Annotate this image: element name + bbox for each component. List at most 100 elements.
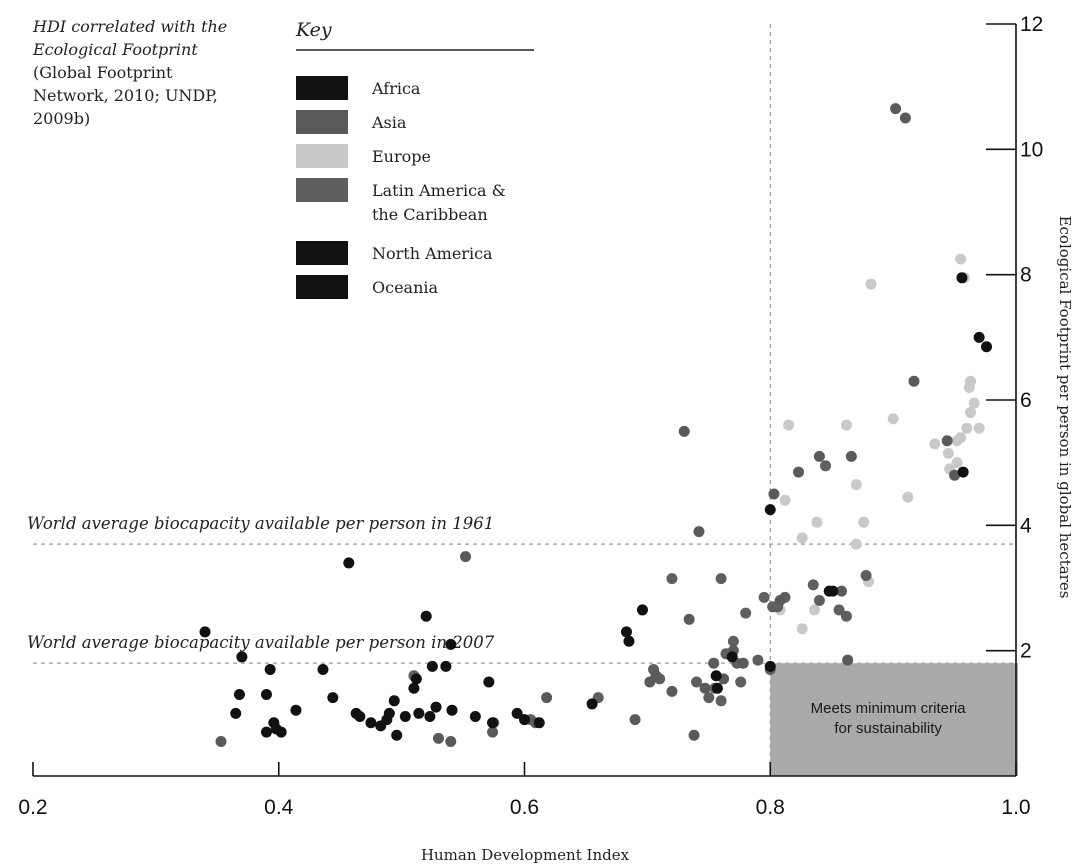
reference-line-label: World average biocapacity available per … [27, 633, 495, 652]
axes: 0.2 0.4 0.6 0.8 1.0 2 4 6 8 10 12 [18, 13, 1043, 819]
data-point [623, 635, 635, 647]
data-point [764, 660, 776, 672]
legend-label: Africa [371, 79, 421, 98]
data-point [432, 732, 444, 744]
data-point [807, 579, 819, 591]
data-points [199, 103, 993, 748]
data-point [811, 516, 823, 528]
data-point [290, 704, 302, 716]
data-point [973, 422, 985, 434]
data-point [833, 604, 845, 616]
data-point [735, 676, 747, 688]
data-point [683, 613, 695, 625]
data-point [758, 591, 770, 603]
y-tick-label: 10 [1020, 138, 1043, 161]
data-point [813, 595, 825, 607]
data-point [487, 726, 499, 738]
data-point [424, 710, 436, 722]
data-point [767, 601, 779, 613]
data-point [445, 638, 457, 650]
legend-title: Key [295, 19, 332, 41]
data-point [727, 635, 739, 647]
data-point [941, 435, 953, 447]
data-point [426, 660, 438, 672]
data-point [446, 704, 458, 716]
data-point [541, 692, 553, 704]
y-tick-label: 8 [1020, 264, 1032, 287]
legend-swatch [296, 275, 348, 299]
data-point [388, 695, 400, 707]
legend-items: Africa Asia Europe Latin America & the Carib… [296, 76, 506, 299]
legend-swatch [296, 144, 348, 168]
data-point [519, 714, 530, 726]
data-point [636, 604, 648, 616]
sustainability-region: Meets minimum criteria for sustainability [770, 663, 1018, 776]
data-point [236, 651, 248, 663]
data-point [511, 707, 523, 719]
data-point [408, 682, 420, 694]
data-point [666, 573, 678, 585]
data-point [902, 491, 914, 503]
data-point [678, 425, 690, 437]
data-point [957, 466, 969, 478]
data-point [890, 103, 902, 115]
data-point [779, 494, 791, 506]
data-point [711, 682, 723, 694]
data-point [420, 610, 432, 622]
data-point [483, 676, 495, 688]
legend-label: Asia [371, 113, 407, 132]
data-point [793, 466, 805, 478]
source-note: HDI correlated with the Ecological Footp… [32, 17, 227, 128]
source-note-line-5: 2009b) [33, 109, 90, 128]
data-point [840, 419, 852, 431]
data-point [691, 676, 703, 688]
data-point [768, 488, 780, 500]
x-tick-label: 0.8 [756, 796, 785, 819]
data-point [796, 623, 808, 635]
data-point [399, 710, 411, 722]
legend-label-line2: the Caribbean [372, 205, 488, 224]
data-point [343, 557, 355, 569]
data-point [726, 651, 738, 663]
data-point [836, 585, 848, 597]
legend-label: Latin America & [372, 181, 506, 200]
data-point [820, 460, 832, 472]
data-point [715, 573, 727, 585]
sustainability-box [770, 663, 1018, 776]
data-point [703, 692, 715, 704]
data-point [783, 419, 795, 431]
data-point [858, 516, 870, 528]
data-point [887, 413, 899, 425]
data-point [365, 717, 377, 729]
data-point [430, 701, 442, 713]
data-point [383, 707, 395, 719]
data-point [827, 585, 839, 597]
y-tick-label: 12 [1020, 13, 1043, 36]
data-point [650, 670, 662, 682]
legend-label: Europe [372, 147, 431, 166]
x-tick-label: 0.2 [18, 796, 47, 819]
data-point [840, 610, 852, 622]
reference-lines: World average biocapacity available per … [27, 24, 1016, 776]
x-tick-label: 0.4 [264, 796, 294, 819]
x-tick-label: 0.6 [510, 796, 539, 819]
y-tick-label: 4 [1020, 514, 1032, 537]
data-point [965, 375, 977, 387]
data-point [981, 341, 993, 353]
y-tick-label: 6 [1020, 389, 1032, 412]
source-note-title-2: Ecological Footprint [32, 40, 198, 59]
data-point [699, 682, 711, 694]
data-point [796, 532, 808, 544]
data-point [764, 504, 776, 516]
data-point [469, 710, 481, 722]
y-tick-label: 2 [1020, 640, 1032, 663]
data-point [230, 707, 242, 719]
y-axis-label: Ecological Footprint per person in globa… [1056, 216, 1074, 599]
data-point [955, 253, 967, 265]
sustainability-label-line1: Meets minimum criteria [811, 700, 967, 717]
data-point [961, 422, 973, 434]
data-point [715, 695, 727, 707]
data-point [233, 689, 245, 701]
data-point [264, 663, 276, 675]
